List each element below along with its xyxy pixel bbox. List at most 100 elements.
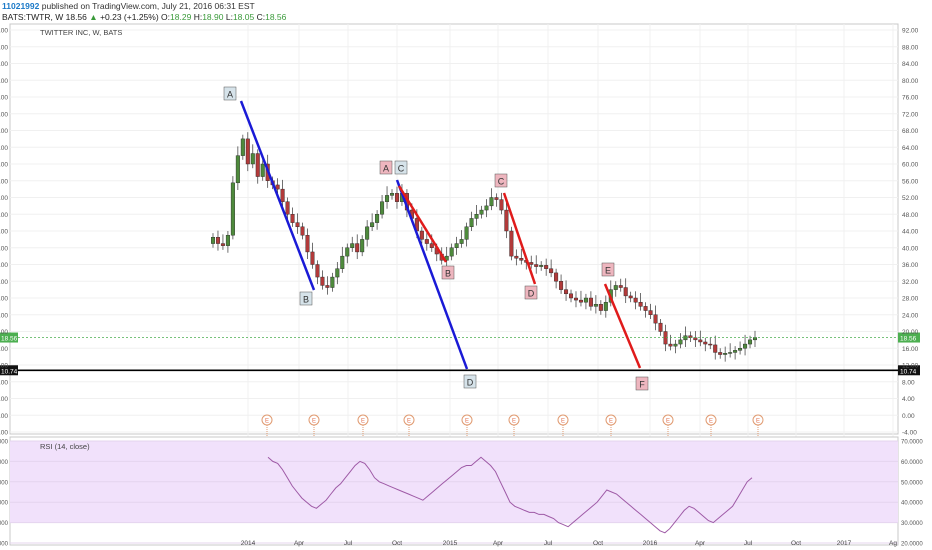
rsi-tick-left: 50.0000 xyxy=(0,480,9,486)
y-tick-left: 32.00 xyxy=(0,279,8,286)
candle-body xyxy=(469,218,474,228)
high-value: 18.90 xyxy=(202,12,224,22)
y-tick-left: 16.00 xyxy=(0,346,8,353)
candle-body xyxy=(365,226,370,240)
x-tick: 2014 xyxy=(241,540,256,547)
earnings-marker[interactable] xyxy=(662,414,674,426)
y-tick-right: 60.00 xyxy=(902,162,919,169)
earnings-marker-text: E xyxy=(361,419,365,425)
wave-line[interactable] xyxy=(502,192,537,285)
y-tick-right: 76.00 xyxy=(902,95,919,102)
wave-line[interactable] xyxy=(395,179,469,370)
low-value: 18.05 xyxy=(232,12,255,22)
candle-body xyxy=(310,251,315,265)
x-tick: 2015 xyxy=(443,540,458,547)
wave-line[interactable] xyxy=(603,283,642,369)
low-label: L: xyxy=(225,12,233,22)
wave-label-box[interactable] xyxy=(494,173,508,188)
candle-body xyxy=(390,193,395,196)
rsi-line xyxy=(267,456,753,534)
candle-body xyxy=(285,201,290,215)
candle-body xyxy=(564,289,569,295)
y-tick-left: 0.00 xyxy=(0,413,8,420)
y-tick-left: 56.00 xyxy=(0,178,8,185)
wave-label-box[interactable] xyxy=(394,160,408,175)
earnings-marker[interactable] xyxy=(508,414,520,426)
rsi-tick-left: 30.0000 xyxy=(0,521,9,527)
candle-body xyxy=(250,153,255,165)
rsi-tick-right: 30.0000 xyxy=(901,521,923,527)
earnings-marker[interactable] xyxy=(705,414,717,426)
candle-body xyxy=(588,297,593,307)
candle-body xyxy=(549,268,554,274)
wave-label-box[interactable] xyxy=(463,374,477,389)
wave-line[interactable] xyxy=(239,100,316,291)
candle-body xyxy=(593,304,598,307)
publish-info: published on TradingView.com, July 21, 2… xyxy=(41,1,255,11)
candle-body xyxy=(519,258,524,261)
candle-body xyxy=(494,197,499,200)
candle-body xyxy=(315,264,320,278)
y-tick-left: 80.00 xyxy=(0,78,8,85)
x-tick: Jul xyxy=(744,540,753,547)
last-price: 18.56 xyxy=(65,12,87,22)
candle-body xyxy=(559,281,564,290)
y-tick-right: 64.00 xyxy=(902,145,919,152)
y-tick-left: 68.00 xyxy=(0,128,8,135)
wave-label-box[interactable] xyxy=(223,86,237,101)
earnings-marker-text: E xyxy=(265,419,269,425)
symbol-label: BATS:TWTR, W xyxy=(2,12,64,22)
candle-body xyxy=(673,343,678,347)
wave-label-box[interactable] xyxy=(441,265,455,280)
candle-body xyxy=(325,285,330,288)
candle-body xyxy=(583,297,588,303)
earnings-marker[interactable] xyxy=(752,414,764,426)
candle-body xyxy=(235,155,240,184)
wave-label-box[interactable] xyxy=(524,285,538,300)
high-label: H: xyxy=(193,12,203,22)
y-tick-right: 48.00 xyxy=(902,212,919,219)
wave-label-box[interactable] xyxy=(601,262,615,277)
wave-label-text: D xyxy=(528,289,535,299)
candle-body xyxy=(230,182,235,236)
candle-body xyxy=(320,276,325,286)
rsi-tick-left: 60.0000 xyxy=(0,460,9,466)
candle-body xyxy=(499,199,504,211)
rsi-tick-right: 50.0000 xyxy=(901,480,923,486)
candle-body xyxy=(280,188,285,202)
earnings-marker[interactable] xyxy=(557,414,569,426)
candle-body xyxy=(375,214,380,223)
candle-body xyxy=(723,353,728,355)
author-link[interactable]: 11021992 xyxy=(2,1,40,11)
candle-body xyxy=(628,295,633,299)
earnings-marker[interactable] xyxy=(461,414,473,426)
y-tick-right: 12.00 xyxy=(902,363,919,370)
earnings-marker[interactable] xyxy=(357,414,369,426)
last-price-tag-text: 18.56 xyxy=(900,336,917,343)
open-label: O: xyxy=(161,12,171,22)
candle-body xyxy=(260,163,265,177)
candle-body xyxy=(718,352,723,355)
y-tick-right: 80.00 xyxy=(902,78,919,85)
y-tick-left: 44.00 xyxy=(0,229,8,236)
earnings-marker[interactable] xyxy=(403,414,415,426)
earnings-marker[interactable] xyxy=(605,414,617,426)
candle-body xyxy=(290,214,295,223)
candle-body xyxy=(350,243,355,248)
y-tick-left: 52.00 xyxy=(0,195,8,202)
earnings-marker[interactable] xyxy=(261,414,273,426)
candle-body xyxy=(305,234,310,253)
wave-label-box[interactable] xyxy=(379,160,393,175)
wave-line[interactable] xyxy=(397,185,448,263)
y-tick-right: 36.00 xyxy=(902,262,919,269)
candle-body xyxy=(275,184,280,190)
y-tick-left: 64.00 xyxy=(0,145,8,152)
wave-label-box[interactable] xyxy=(635,376,649,391)
wave-label-box[interactable] xyxy=(299,291,313,306)
earnings-marker[interactable] xyxy=(308,414,320,426)
wave-label-text: F xyxy=(639,380,645,390)
candle-body xyxy=(464,226,469,240)
